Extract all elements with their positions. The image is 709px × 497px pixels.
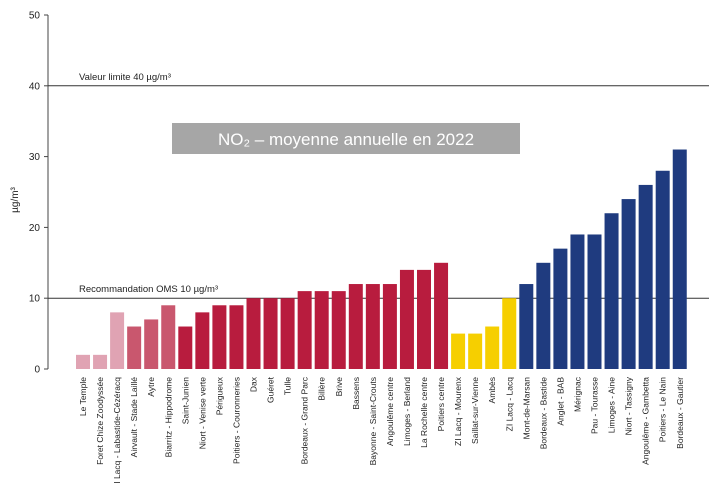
y-tick-label: 10 — [29, 294, 41, 305]
bars — [76, 149, 687, 369]
category-label: Angoulême centre — [385, 377, 395, 446]
bar — [195, 312, 210, 369]
category-label: Saint-Junien — [180, 377, 190, 425]
bar — [672, 149, 687, 369]
bar — [314, 291, 329, 369]
category-label: Limoges - Aine — [607, 377, 617, 433]
category-label: ZI Lacq - Lacq — [504, 377, 514, 432]
y-axis: 0 10 20 30 40 50 — [29, 11, 49, 376]
bar — [331, 291, 346, 369]
bar — [655, 170, 670, 369]
category-label: I Lacq - Labastide-Cézéracq — [112, 377, 122, 484]
category-label: Biarritz - Hippodrome — [163, 377, 173, 458]
bar — [382, 284, 397, 369]
category-label: Guéret — [266, 376, 276, 403]
bar — [161, 305, 176, 369]
category-label: Bordeaux - Grand Parc — [300, 376, 310, 464]
bar — [144, 319, 159, 369]
category-labels: Le Temple Foret Chize Zoodyssée I Lacq - L… — [78, 376, 685, 484]
chart-title-background — [172, 123, 520, 154]
bar — [246, 298, 261, 369]
bar — [399, 269, 414, 369]
bar — [297, 291, 312, 369]
category-label: Angoulême - Gambetta — [641, 377, 651, 465]
bar — [348, 284, 363, 369]
chart-title: NO₂ – moyenne annuelle en 2022 — [218, 130, 474, 149]
y-tick-label: 50 — [29, 11, 41, 22]
bar — [93, 354, 108, 369]
category-label: ZI Lacq - Mourenx — [453, 376, 463, 446]
category-label: Mont-de-Marsan — [521, 377, 531, 440]
category-label: Tulle — [283, 377, 293, 395]
chart-title-group: NO₂ – moyenne annuelle en 2022 — [172, 123, 520, 154]
category-label: Niort - Tassigny — [624, 376, 634, 435]
y-axis-label: µg/m³ — [10, 186, 21, 212]
bar — [451, 333, 466, 369]
y-tick-label: 0 — [34, 365, 40, 376]
category-label: Bordeaux - Gautier — [675, 377, 685, 449]
category-label: Saillat-sur-Vienne — [470, 377, 480, 444]
bar — [212, 305, 227, 369]
bar — [621, 199, 636, 369]
bar — [519, 284, 534, 369]
y-tick-label: 40 — [29, 81, 41, 92]
category-label: Bordeaux - Bastide — [538, 377, 548, 450]
bar — [417, 269, 431, 369]
bar — [127, 326, 142, 369]
bar — [434, 262, 449, 369]
category-label: Foret Chize Zoodyssée — [95, 377, 105, 465]
category-label: Bassens — [351, 377, 361, 410]
category-label: Brive — [334, 377, 344, 397]
bar — [587, 234, 602, 369]
category-label: Aytre — [146, 377, 156, 397]
category-label: Poitiers - Couronneries — [231, 377, 241, 464]
bar — [468, 333, 483, 369]
category-label: Pau - Tourasse — [590, 377, 600, 434]
bar — [110, 312, 125, 369]
category-label: Anglet - BAB — [555, 377, 565, 426]
category-label: Poitiers centre — [436, 377, 446, 432]
category-label: Niort - Venise verte — [197, 377, 207, 450]
reference-line-label: Recommandation OMS 10 µg/m³ — [79, 284, 218, 295]
bar — [365, 284, 380, 369]
bar — [638, 184, 653, 369]
category-label: Bayonne - Saint-Crouts — [368, 377, 378, 465]
category-label: Périgueux — [214, 376, 224, 415]
y-tick-label: 20 — [29, 223, 41, 234]
category-label: Le Temple — [78, 377, 88, 416]
category-label: Ambès — [487, 377, 497, 403]
bar — [178, 326, 193, 369]
bar — [604, 213, 619, 369]
bar — [76, 354, 90, 369]
bar — [229, 305, 244, 369]
category-label: Poitiers - Le Nain — [658, 377, 668, 442]
bar — [263, 298, 278, 369]
y-tick-label: 30 — [29, 152, 41, 163]
category-label: Billère — [317, 377, 327, 401]
category-label: Mérignac — [572, 376, 582, 412]
category-label: Limoges - Berland — [402, 377, 412, 446]
category-label: Airvault - Stade Laillé — [129, 377, 139, 458]
category-label: Dax — [249, 376, 259, 392]
bar — [280, 298, 295, 369]
reference-line-label: Valeur limite 40 µg/m³ — [79, 72, 171, 83]
bar — [485, 326, 500, 369]
category-label: La Rochelle centre — [419, 377, 429, 448]
bar — [553, 248, 568, 369]
bar — [536, 262, 551, 369]
bar — [570, 234, 585, 369]
bar — [502, 298, 517, 369]
